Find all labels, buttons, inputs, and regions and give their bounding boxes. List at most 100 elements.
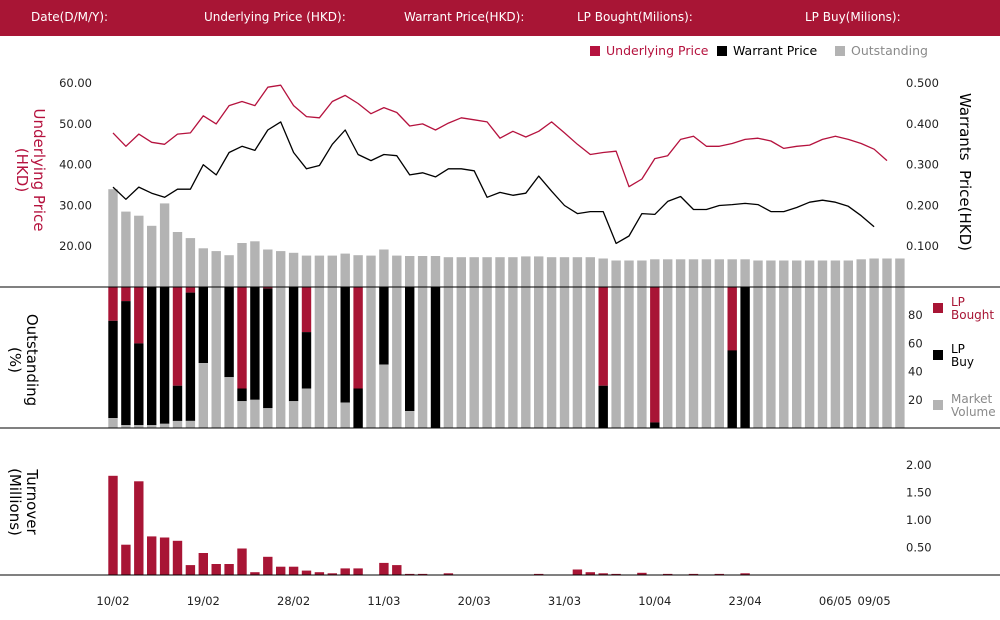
underlying-axis-tick: 40.00 — [59, 158, 92, 172]
outstanding-bar — [869, 258, 879, 287]
turnover-bar — [121, 544, 131, 575]
warrant-axis-tick: 0.200 — [906, 199, 939, 213]
market-volume-segment — [237, 401, 247, 428]
outstanding-bar — [108, 189, 118, 287]
outstanding-bar — [882, 258, 892, 287]
outstanding-bar — [675, 259, 686, 287]
market-volume-segment — [792, 287, 802, 428]
lp-bought-segment — [263, 287, 273, 289]
outstanding-bar — [804, 260, 815, 287]
outstanding-bar — [198, 248, 208, 287]
outstanding-bar — [405, 256, 415, 287]
market-volume-segment — [147, 425, 157, 428]
lp-buy-segment — [121, 301, 131, 426]
outstanding-bar — [637, 260, 647, 287]
lp-buy-segment — [263, 288, 273, 409]
underlying-axis-tick: 30.00 — [59, 199, 92, 213]
market-volume-segment — [495, 287, 505, 428]
outstanding-bar — [379, 249, 389, 287]
market-volume-segment — [585, 287, 595, 428]
turnover-bar — [534, 573, 544, 575]
underlying-price-line — [112, 84, 888, 188]
market-volume-segment — [379, 364, 389, 429]
market-volume-segment — [159, 423, 170, 428]
outstanding-bar — [443, 257, 454, 287]
market-volume-segment — [559, 287, 570, 428]
outstanding-bar — [895, 258, 905, 287]
legend-lp-buy-label: LP Buy — [951, 342, 974, 369]
outstanding-bar — [430, 256, 441, 287]
legend-lp-buy[interactable]: LP Buy — [933, 343, 998, 371]
lp-buy-swatch — [933, 350, 943, 360]
outstanding-bar — [843, 260, 853, 287]
turnover-bar — [224, 564, 234, 575]
date-tick: 23/04 — [729, 594, 762, 608]
market-volume-segment — [895, 287, 905, 428]
market-volume-swatch — [933, 400, 943, 410]
market-volume-segment — [366, 287, 376, 428]
market-volume-segment — [546, 287, 557, 428]
outstanding-bar — [314, 255, 325, 287]
legend-market-volume[interactable]: Market Volume — [933, 393, 998, 421]
turnover-bar — [288, 566, 299, 575]
turnover-bar — [353, 568, 363, 575]
turnover-bar — [585, 572, 595, 575]
lp-bought-label: LP Bought(Milions): — [577, 10, 693, 24]
legend-lp-bought[interactable]: LP Bought — [933, 296, 998, 324]
lp-buy-segment — [598, 385, 608, 428]
turnover-bar — [392, 565, 402, 575]
market-volume-segment — [753, 287, 763, 428]
outstanding-bar — [817, 260, 828, 287]
lp-buy-segment — [108, 320, 118, 419]
turnover-bar — [211, 564, 221, 575]
outstanding-bar — [250, 241, 260, 287]
market-volume-segment — [882, 287, 892, 428]
outstanding-bar — [792, 260, 802, 287]
lp-buy-segment — [405, 287, 415, 412]
lp-bought-segment — [185, 287, 196, 293]
market-volume-segment — [327, 287, 337, 428]
outstanding-bar — [611, 260, 621, 287]
outstanding-bar — [392, 255, 402, 287]
market-volume-segment — [314, 287, 325, 428]
outstanding-bar — [340, 253, 350, 287]
turnover-bar — [108, 475, 118, 575]
market-volume-segment — [869, 287, 879, 428]
outstanding-bar — [482, 257, 492, 287]
underlying-price-label: Underlying Price (HKD): — [204, 10, 346, 24]
market-volume-segment — [508, 287, 518, 428]
market-volume-segment — [392, 287, 402, 428]
turnover-bar — [572, 569, 583, 575]
market-volume-segment — [843, 287, 853, 428]
outstanding-bar — [572, 257, 583, 287]
outstanding-bar — [288, 252, 299, 287]
market-volume-segment — [250, 399, 260, 428]
warrant-axis-tick: 0.300 — [906, 158, 939, 172]
market-volume-segment — [340, 402, 350, 428]
lp-bought-segment — [134, 287, 144, 344]
outstanding-bar — [469, 257, 479, 287]
underlying-axis-tick: 60.00 — [59, 76, 92, 90]
legend-warrant[interactable]: Warrant Price — [717, 43, 817, 58]
legend-underlying[interactable]: Underlying Price — [590, 43, 709, 58]
date-label: Date(D/M/Y): — [31, 10, 109, 24]
date-tick: 20/03 — [458, 594, 491, 608]
outstanding-swatch — [835, 46, 845, 56]
outstanding-axis-tick: 40 — [908, 365, 923, 379]
market-volume-segment — [817, 287, 828, 428]
market-volume-segment — [663, 287, 673, 428]
lp-buy-segment — [727, 350, 737, 428]
outstanding-bar — [701, 259, 712, 287]
outstanding-axis-tick: 20 — [908, 393, 923, 407]
outstanding-bar — [495, 257, 505, 287]
market-volume-segment — [804, 287, 815, 428]
market-volume-segment — [224, 377, 234, 428]
lp-bought-swatch — [933, 303, 943, 313]
turnover-bar — [237, 548, 247, 575]
outstanding-bar — [766, 260, 776, 287]
lp-bought-segment — [727, 287, 737, 351]
legend-underlying-label: Underlying Price — [606, 43, 709, 58]
lp-buy-segment — [159, 287, 170, 424]
outstanding-bar — [521, 256, 531, 287]
legend-outstanding[interactable]: Outstanding — [835, 43, 928, 58]
